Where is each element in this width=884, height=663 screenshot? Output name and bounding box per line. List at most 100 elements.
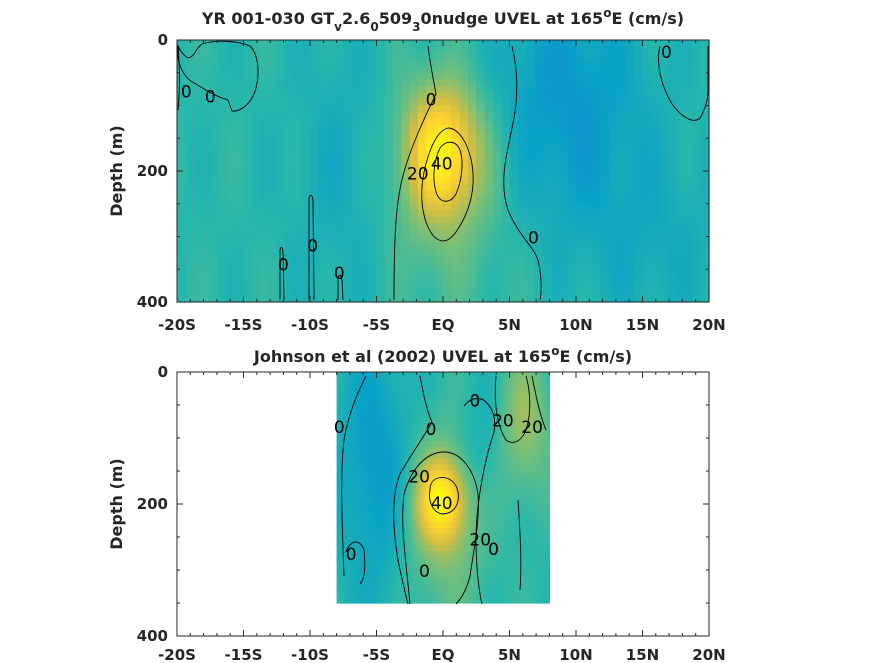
heat-cell <box>193 288 203 297</box>
heat-cell <box>675 203 685 211</box>
heat-cell <box>418 184 427 192</box>
heat-cell <box>667 53 677 61</box>
heat-cell <box>218 288 228 297</box>
heat-cell <box>383 412 388 419</box>
heat-cell <box>276 79 286 87</box>
heat-cell <box>177 118 186 126</box>
heat-cell <box>496 516 501 523</box>
heat-cell <box>368 190 378 198</box>
heat-cell <box>351 229 361 238</box>
heat-cell <box>509 579 514 587</box>
heat-cell <box>443 98 452 107</box>
heat-cell <box>584 53 594 61</box>
heat-cell <box>476 400 481 408</box>
heat-cell <box>403 400 408 408</box>
heat-cell <box>559 46 569 54</box>
heat-cell <box>675 112 685 120</box>
heat-cell <box>684 262 693 270</box>
heat-cell <box>276 295 286 303</box>
heat-cell <box>423 389 427 396</box>
heat-cell <box>218 216 228 224</box>
heat-cell <box>403 493 408 500</box>
heat-cell <box>692 236 702 244</box>
heat-cell <box>496 377 501 385</box>
heat-cell <box>419 516 424 523</box>
heat-cell <box>534 59 544 67</box>
heat-cell <box>551 66 560 74</box>
heat-cell <box>476 164 486 172</box>
heat-cell <box>293 131 303 139</box>
heat-cell <box>359 243 369 251</box>
heat-cell <box>353 447 358 454</box>
heat-cell <box>512 406 517 414</box>
heat-cell <box>522 499 527 506</box>
heat-cell <box>492 516 497 523</box>
heat-cell <box>506 568 511 575</box>
heat-cell <box>492 556 497 564</box>
heat-cell <box>469 435 474 442</box>
heat-cell <box>466 568 471 575</box>
heat-cell <box>401 249 411 257</box>
heat-cell <box>466 412 471 419</box>
heat-cell <box>268 197 278 205</box>
heat-cell <box>452 383 457 390</box>
heat-cell <box>423 533 427 541</box>
heat-cell <box>559 216 569 224</box>
heat-cell <box>310 85 319 93</box>
heat-cell <box>409 475 414 483</box>
heat-cell <box>516 423 521 431</box>
heat-cell <box>416 551 421 558</box>
heat-cell <box>351 118 361 126</box>
heat-cell <box>359 545 364 552</box>
heat-cell <box>418 243 427 251</box>
heat-cell <box>334 243 344 251</box>
heat-cell <box>334 203 344 211</box>
heat-cell <box>243 79 253 87</box>
heat-cell <box>226 171 236 179</box>
heat-cell <box>310 275 319 283</box>
heat-cell <box>386 504 391 512</box>
heat-cell <box>650 177 660 185</box>
heat-cell <box>609 118 619 126</box>
heat-cell <box>609 72 619 80</box>
heat-cell <box>617 243 627 251</box>
heat-cell <box>416 533 421 541</box>
heat-cell <box>351 223 361 231</box>
heat-cell <box>416 545 421 552</box>
heat-cell <box>482 458 487 465</box>
heat-cell <box>349 551 354 558</box>
heat-cell <box>449 377 454 385</box>
heat-cell <box>433 452 437 460</box>
heat-cell <box>384 164 394 172</box>
heat-cell <box>642 98 652 107</box>
heat-cell <box>592 197 602 205</box>
heat-cell <box>617 85 627 93</box>
heat-cell <box>383 452 388 460</box>
heat-cell <box>210 157 220 166</box>
heat-cell <box>366 395 371 402</box>
heat-cell <box>406 551 411 558</box>
heat-cell <box>509 59 519 67</box>
heat-cell <box>336 383 341 390</box>
heat-cell <box>584 203 594 211</box>
heat-cell <box>476 118 486 126</box>
heat-cell <box>406 372 411 379</box>
heat-cell <box>439 499 444 506</box>
heat-cell <box>482 493 487 500</box>
heat-cell <box>542 171 552 179</box>
heat-cell <box>501 164 511 172</box>
heat-cell <box>366 556 371 564</box>
heat-cell <box>684 288 693 297</box>
heat-cell <box>235 229 245 238</box>
heat-cell <box>376 288 386 297</box>
heat-cell <box>526 236 536 244</box>
heat-cell <box>609 262 619 270</box>
heat-cell <box>426 197 436 205</box>
heat-cell <box>634 184 644 192</box>
heat-cell <box>479 568 484 575</box>
heat-cell <box>433 585 437 593</box>
heat-cell <box>413 527 417 535</box>
heat-cell <box>409 243 419 251</box>
heat-cell <box>384 184 394 192</box>
heat-cell <box>293 98 303 107</box>
